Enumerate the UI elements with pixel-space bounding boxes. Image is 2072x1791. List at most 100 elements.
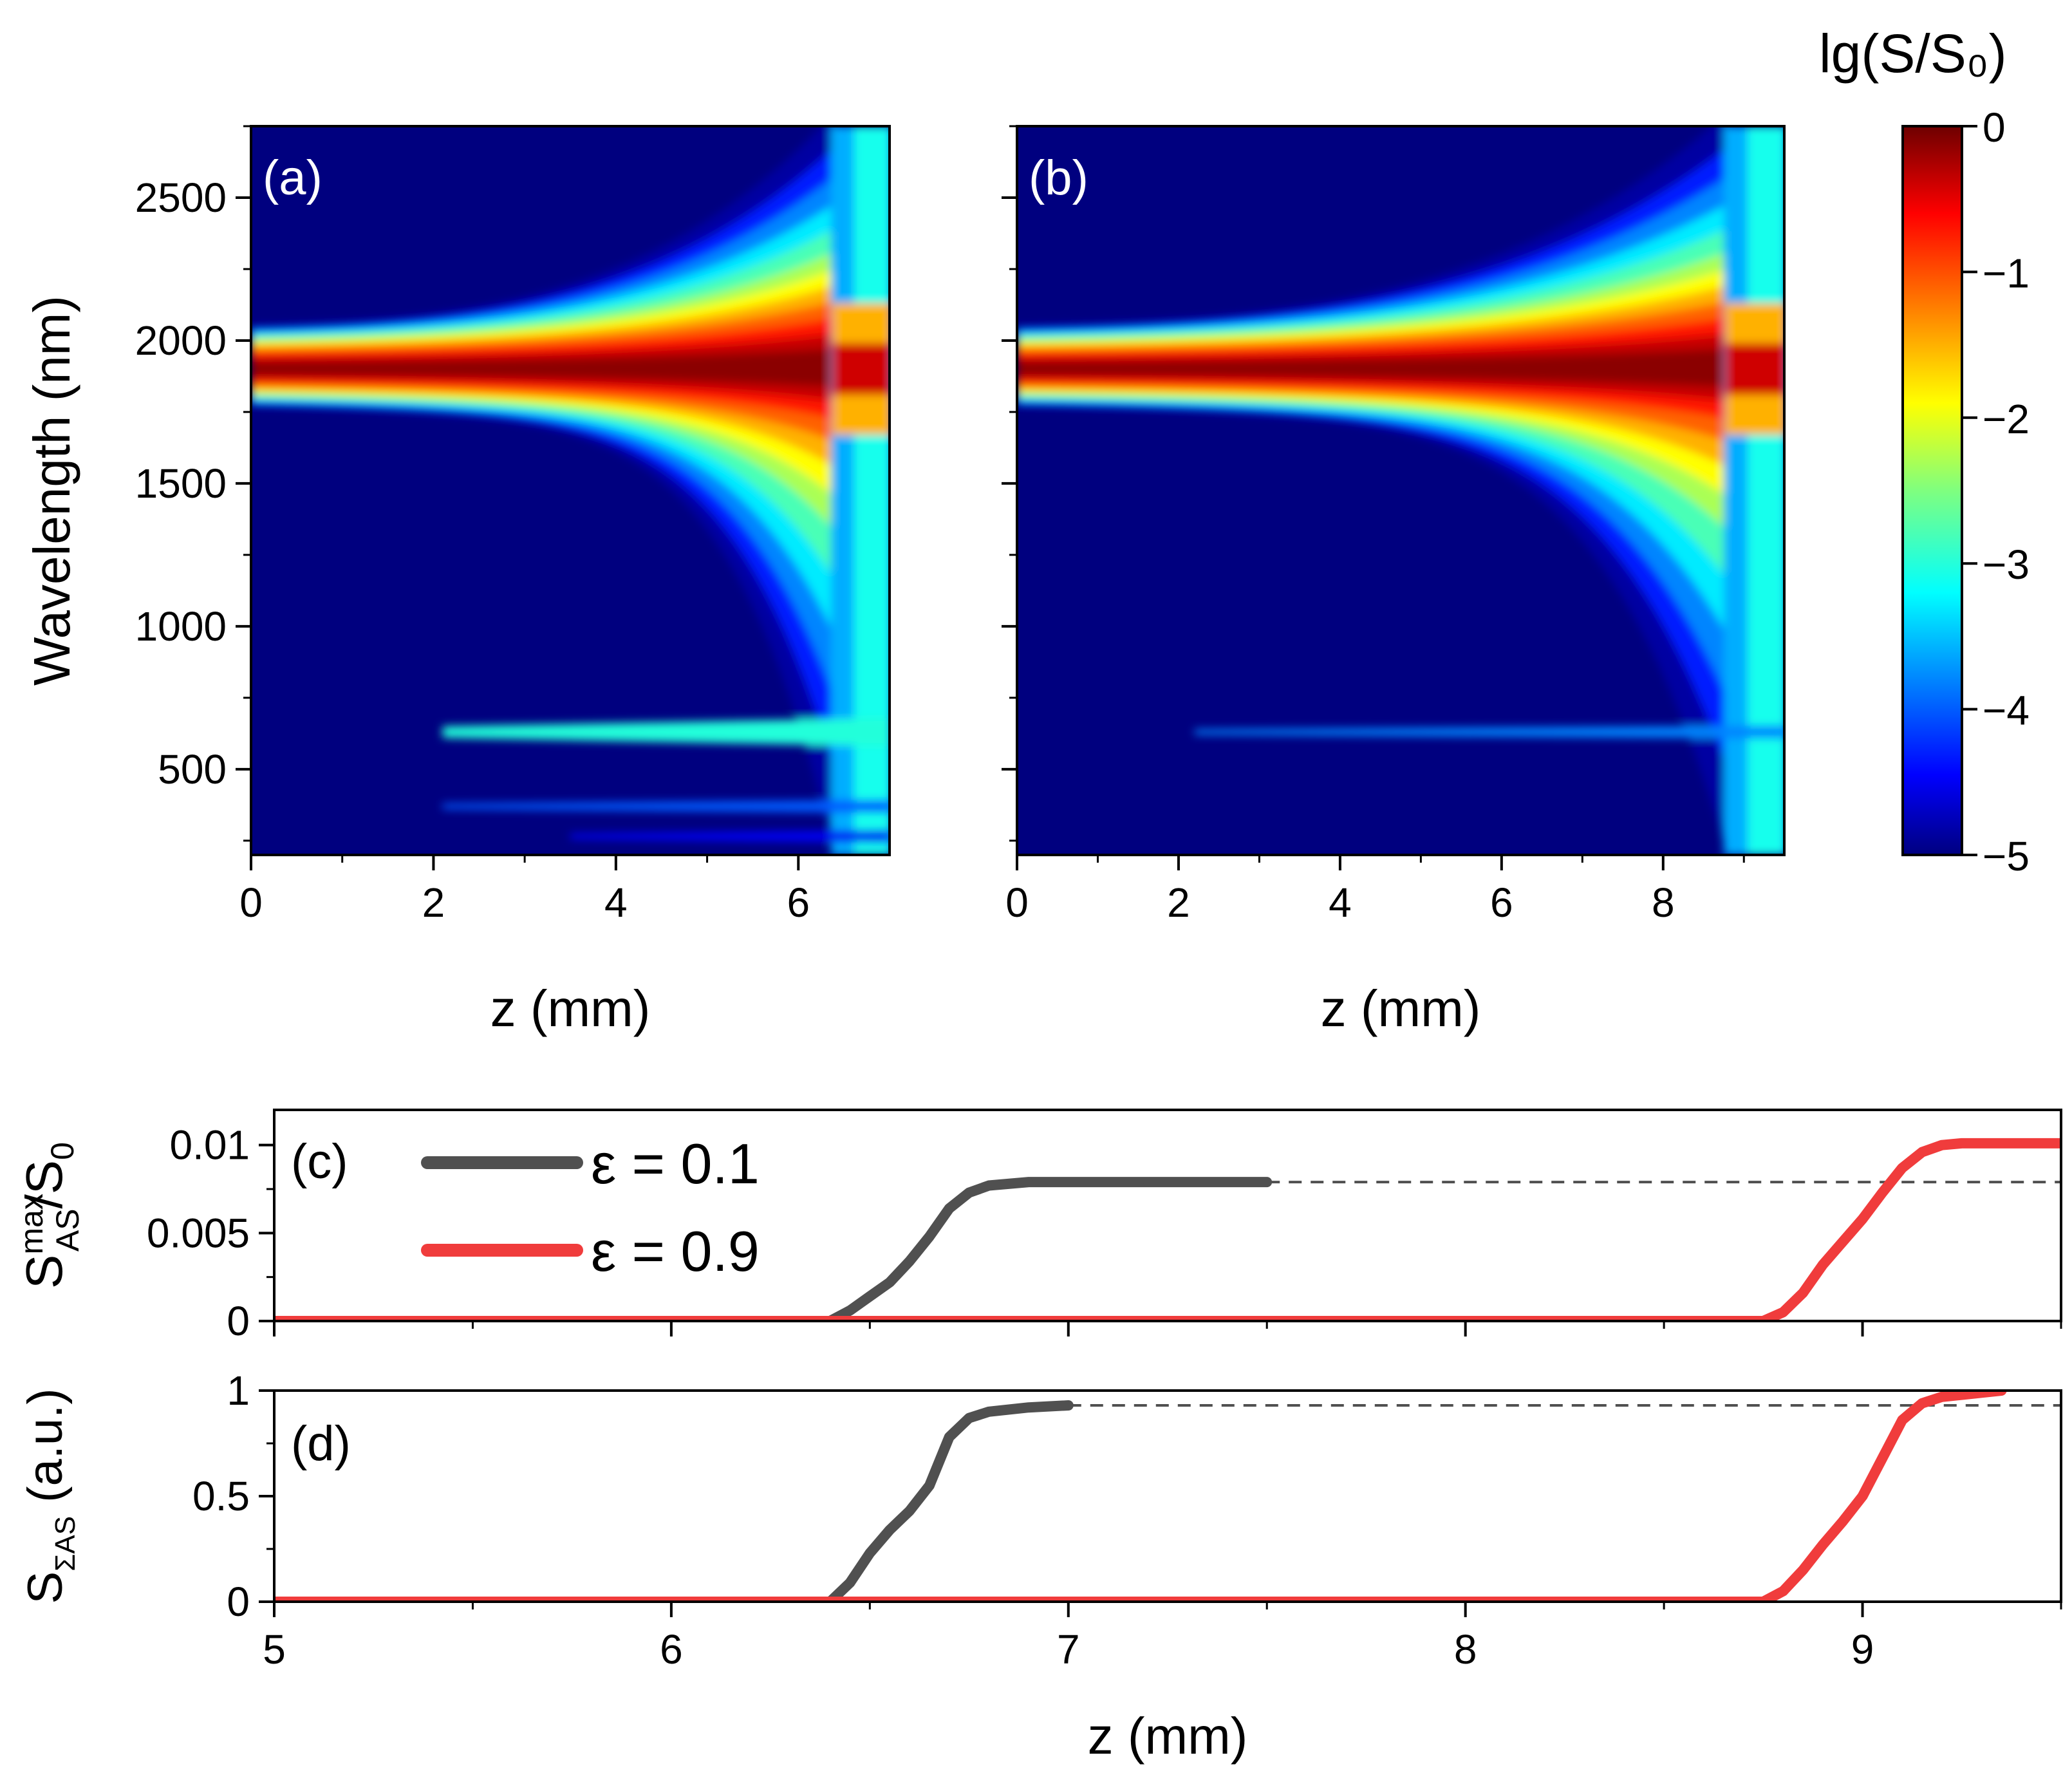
b-x-tick-label-1: 2: [1167, 879, 1190, 926]
y-axis-title-d: SΣAS (a.u.): [18, 1388, 81, 1604]
b-x-tick-label-4: 8: [1652, 879, 1675, 926]
colorbar-gradient: [1903, 126, 1962, 855]
x-axis-title-b: z (mm): [1321, 980, 1481, 1037]
d-y-tick-label-2: 1: [227, 1367, 250, 1414]
c-series-0-point-13: [1262, 1177, 1272, 1187]
d-series-1-point-10: [1937, 1392, 1946, 1402]
legend-label-eps01: ε = 0.1: [591, 1132, 760, 1196]
c-series-1-point-8: [1898, 1163, 1907, 1173]
x-axis-title-cd: z (mm): [1088, 1707, 1248, 1765]
legend: ε = 0.1 ε = 0.9: [421, 1132, 760, 1283]
a-y-tick-label-0: 500: [158, 746, 227, 792]
d-series-0-point-4: [885, 1525, 895, 1535]
a-as-line-1: [442, 718, 890, 747]
d-series-1-point-9: [1918, 1398, 1927, 1408]
c-series-0-point-10: [1024, 1177, 1034, 1187]
b-pump-contour-11: [1017, 348, 1728, 387]
a-x-tick-label-1: 2: [422, 879, 445, 926]
c-series-0-point-8: [964, 1188, 974, 1197]
c-series-1-point-4: [1818, 1260, 1827, 1270]
d-series-1-point-11: [1977, 1391, 1986, 1398]
c-series-0-point-3: [865, 1291, 875, 1301]
d-series-0-point-7: [944, 1432, 954, 1442]
d-x-tick-label-3: 8: [1454, 1626, 1477, 1673]
colorbar-tick-label-1: −1: [1983, 250, 2030, 296]
a-y-tick-label-4: 2500: [135, 174, 227, 221]
line-chart-c: 0 0.005 0.01 (c) ε = 0.1 ε = 0.9: [147, 1109, 2062, 1344]
b-x-tick-label-2: 4: [1329, 879, 1352, 926]
colorbar-tick-label-5: −5: [1983, 833, 2030, 879]
c-series-1-point-10: [1937, 1140, 1946, 1150]
d-series-1-point-6: [1858, 1492, 1867, 1501]
d-series-0-point-2: [845, 1578, 855, 1588]
y-axis-title-ab: Wavelength (nm): [23, 295, 80, 686]
heatmap-a: 0 2 4 6 500 1000 1500 2000 2500 (a): [135, 125, 891, 926]
b-x-tick-label-3: 6: [1490, 879, 1513, 926]
a-x-tick-label-0: 0: [239, 879, 263, 926]
frame-c: [273, 1109, 2062, 1322]
d-series-1-point-8: [1898, 1415, 1907, 1425]
d-x-tick-label-2: 7: [1057, 1626, 1080, 1673]
line-chart-d: 5 6 7 8 9 0 0.5 1 (d): [192, 1367, 2062, 1673]
c-series-0-point-11: [1063, 1177, 1073, 1187]
d-series-0-point-11: [1063, 1400, 1073, 1410]
c-series-0-point-2: [845, 1306, 855, 1315]
c-series-1-point-7: [1878, 1188, 1887, 1197]
d-x-tick-label-0: 5: [263, 1626, 286, 1673]
colorbar-title: lg(S/S₀): [1819, 23, 2007, 84]
d-series-0-point-10: [1024, 1403, 1034, 1412]
b-burst-core: [1725, 343, 1784, 395]
d-series-1-point-7: [1878, 1453, 1887, 1463]
d-series-1: [274, 1391, 2007, 1602]
colorbar: 0 −1 −2 −3 −4 −5 lg(S/S₀): [1819, 23, 2030, 879]
b-burst-inner: [1747, 126, 1784, 855]
d-y-tick-label-0: 0: [227, 1579, 250, 1625]
c-series-0-point-5: [905, 1257, 915, 1266]
a-pump-contour-11: [251, 348, 835, 387]
colorbar-tick-label-2: −2: [1983, 396, 2030, 442]
heatmap-b: 0 2 4 6 8 (b): [1002, 125, 1786, 926]
d-x-tick-label-4: 9: [1851, 1626, 1874, 1673]
a-y-tick-label-1: 1000: [135, 603, 227, 650]
panel-label-b: (b): [1029, 151, 1088, 205]
b-as-line-1: [1195, 726, 1784, 739]
c-series-1-point-9: [1918, 1147, 1927, 1157]
c-y-tick-label-2: 0.01: [169, 1122, 250, 1168]
d-series-0-point-9: [984, 1407, 994, 1416]
a-x-tick-label-2: 4: [604, 879, 628, 926]
c-series-1-point-6: [1858, 1214, 1867, 1224]
x-axis-title-a: z (mm): [490, 980, 651, 1037]
d-series-0-point-5: [905, 1506, 915, 1515]
d-y-tick-label-1: 0.5: [192, 1473, 250, 1519]
legend-label-eps09: ε = 0.9: [591, 1219, 760, 1283]
panel-label-d: (d): [291, 1416, 351, 1471]
panel-label-c: (c): [291, 1134, 348, 1189]
d-series-1-point-2: [1778, 1586, 1788, 1596]
c-y-tick-label-1: 0.005: [147, 1210, 250, 1256]
colorbar-tick-label-4: −4: [1983, 688, 2030, 734]
colorbar-frame: [1901, 125, 1963, 856]
c-y-tick-label-0: 0: [227, 1298, 250, 1344]
frame-d: [273, 1389, 2062, 1603]
d-x-tick-label-1: 6: [660, 1626, 683, 1673]
a-y-tick-label-3: 2000: [135, 317, 227, 364]
c-series-0-point-12: [1143, 1177, 1153, 1187]
d-series-0-point-3: [865, 1548, 875, 1558]
d-series-1-point-5: [1838, 1517, 1847, 1526]
c-series-0-point-4: [885, 1277, 895, 1287]
a-x-tick-label-3: 6: [787, 879, 810, 926]
d-series-1-point-3: [1798, 1565, 1808, 1575]
a-as-line-3: [570, 830, 890, 843]
c-series-0-point-6: [924, 1232, 934, 1241]
panel-label-a: (a): [263, 151, 322, 205]
a-y-tick-label-2: 1500: [135, 460, 227, 507]
c-series-1-point-12: [1977, 1138, 1986, 1148]
b-x-tick-label-0: 0: [1005, 879, 1029, 926]
a-burst-core: [832, 343, 890, 395]
a-as-line-2: [442, 800, 890, 813]
c-series-1-point-3: [1798, 1288, 1808, 1298]
frame-b: [1016, 125, 1786, 856]
c-series-1-point-11: [1957, 1138, 1966, 1148]
d-series-0-point-8: [964, 1413, 974, 1423]
